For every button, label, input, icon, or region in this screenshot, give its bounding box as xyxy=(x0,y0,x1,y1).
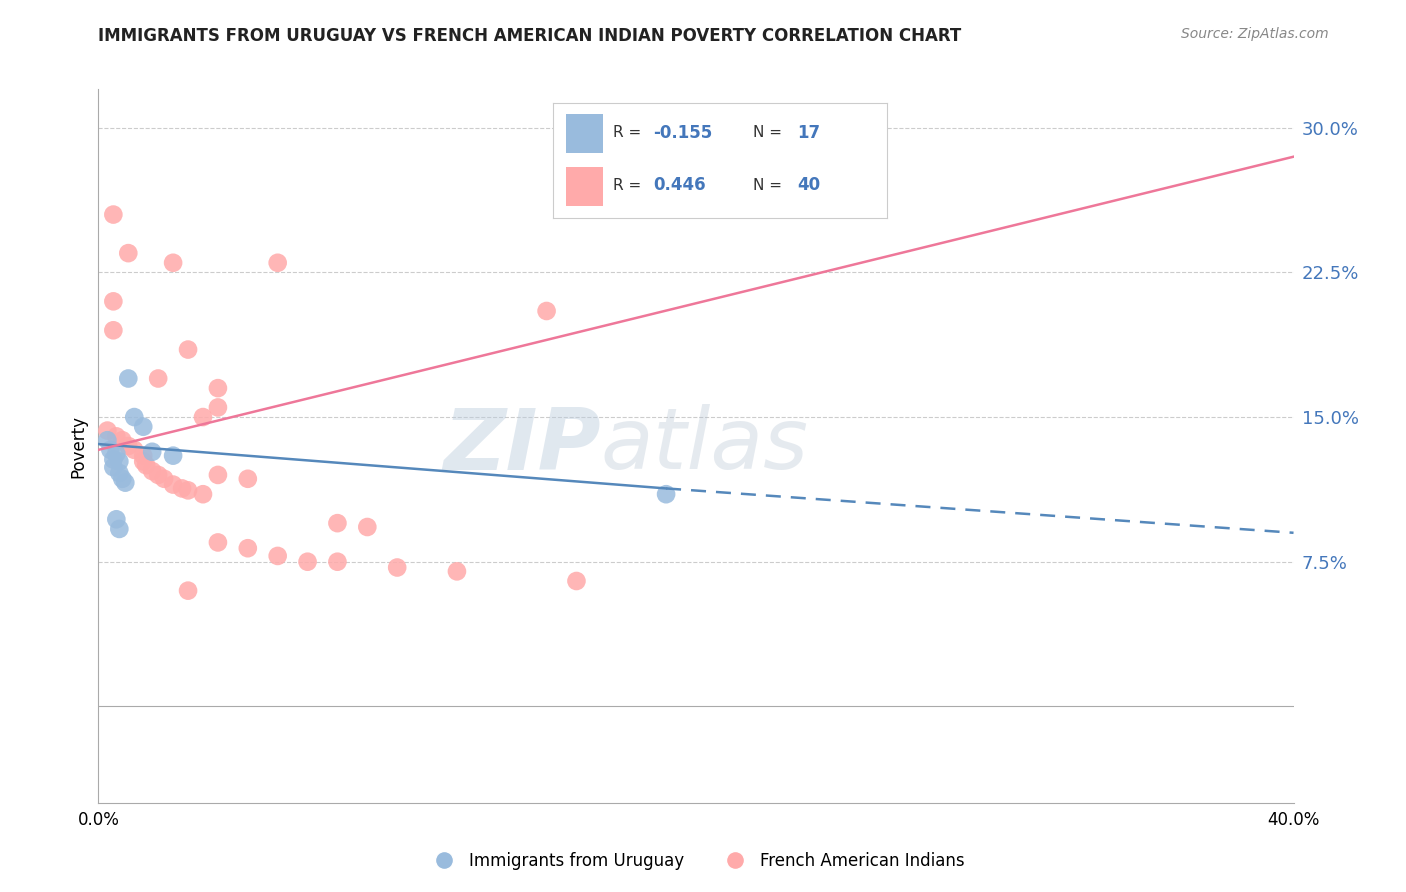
Point xyxy=(132,449,155,463)
Point xyxy=(117,371,139,385)
Point xyxy=(207,467,229,482)
Point xyxy=(565,574,588,588)
Point xyxy=(446,565,468,579)
Point xyxy=(124,442,146,457)
Point xyxy=(177,483,200,498)
Point xyxy=(177,583,200,598)
Text: atlas: atlas xyxy=(600,404,808,488)
Point xyxy=(297,555,319,569)
Text: IMMIGRANTS FROM URUGUAY VS FRENCH AMERICAN INDIAN POVERTY CORRELATION CHART: IMMIGRANTS FROM URUGUAY VS FRENCH AMERIC… xyxy=(98,27,962,45)
Point xyxy=(267,256,290,270)
Point xyxy=(100,442,122,457)
Point xyxy=(103,208,125,222)
Point xyxy=(326,516,349,530)
Y-axis label: Poverty: Poverty xyxy=(69,415,87,477)
Point xyxy=(108,454,131,468)
Point xyxy=(96,424,118,438)
Point xyxy=(236,472,259,486)
Point xyxy=(132,454,155,468)
Point xyxy=(191,410,214,425)
Point xyxy=(111,472,134,486)
Point xyxy=(207,381,229,395)
Point xyxy=(356,520,378,534)
Point xyxy=(132,419,155,434)
Point xyxy=(385,560,409,574)
Point xyxy=(141,464,163,478)
Point xyxy=(114,475,136,490)
Point xyxy=(162,477,184,491)
Point xyxy=(162,449,184,463)
Point xyxy=(105,447,128,461)
Point xyxy=(207,535,229,549)
Point xyxy=(117,246,139,260)
Point xyxy=(105,429,128,443)
Point xyxy=(236,541,259,556)
Point xyxy=(135,458,157,473)
Point xyxy=(103,323,125,337)
Point xyxy=(117,439,139,453)
Point xyxy=(103,460,125,475)
Point xyxy=(96,434,118,448)
Point xyxy=(103,452,125,467)
Point xyxy=(111,434,134,448)
Point xyxy=(172,482,194,496)
Point xyxy=(108,466,131,480)
Text: ZIP: ZIP xyxy=(443,404,600,488)
Point xyxy=(153,472,176,486)
Point xyxy=(207,401,229,415)
Point xyxy=(655,487,678,501)
Point xyxy=(141,444,163,458)
Legend: Immigrants from Uruguay, French American Indians: Immigrants from Uruguay, French American… xyxy=(420,846,972,877)
Point xyxy=(148,371,170,385)
Point xyxy=(103,294,125,309)
Point xyxy=(108,522,131,536)
Point xyxy=(162,256,184,270)
Point xyxy=(326,555,349,569)
Point xyxy=(148,467,170,482)
Point xyxy=(124,410,146,425)
Text: Source: ZipAtlas.com: Source: ZipAtlas.com xyxy=(1181,27,1329,41)
Point xyxy=(105,512,128,526)
Point xyxy=(191,487,214,501)
Point xyxy=(536,304,558,318)
Point xyxy=(267,549,290,563)
Point xyxy=(177,343,200,357)
